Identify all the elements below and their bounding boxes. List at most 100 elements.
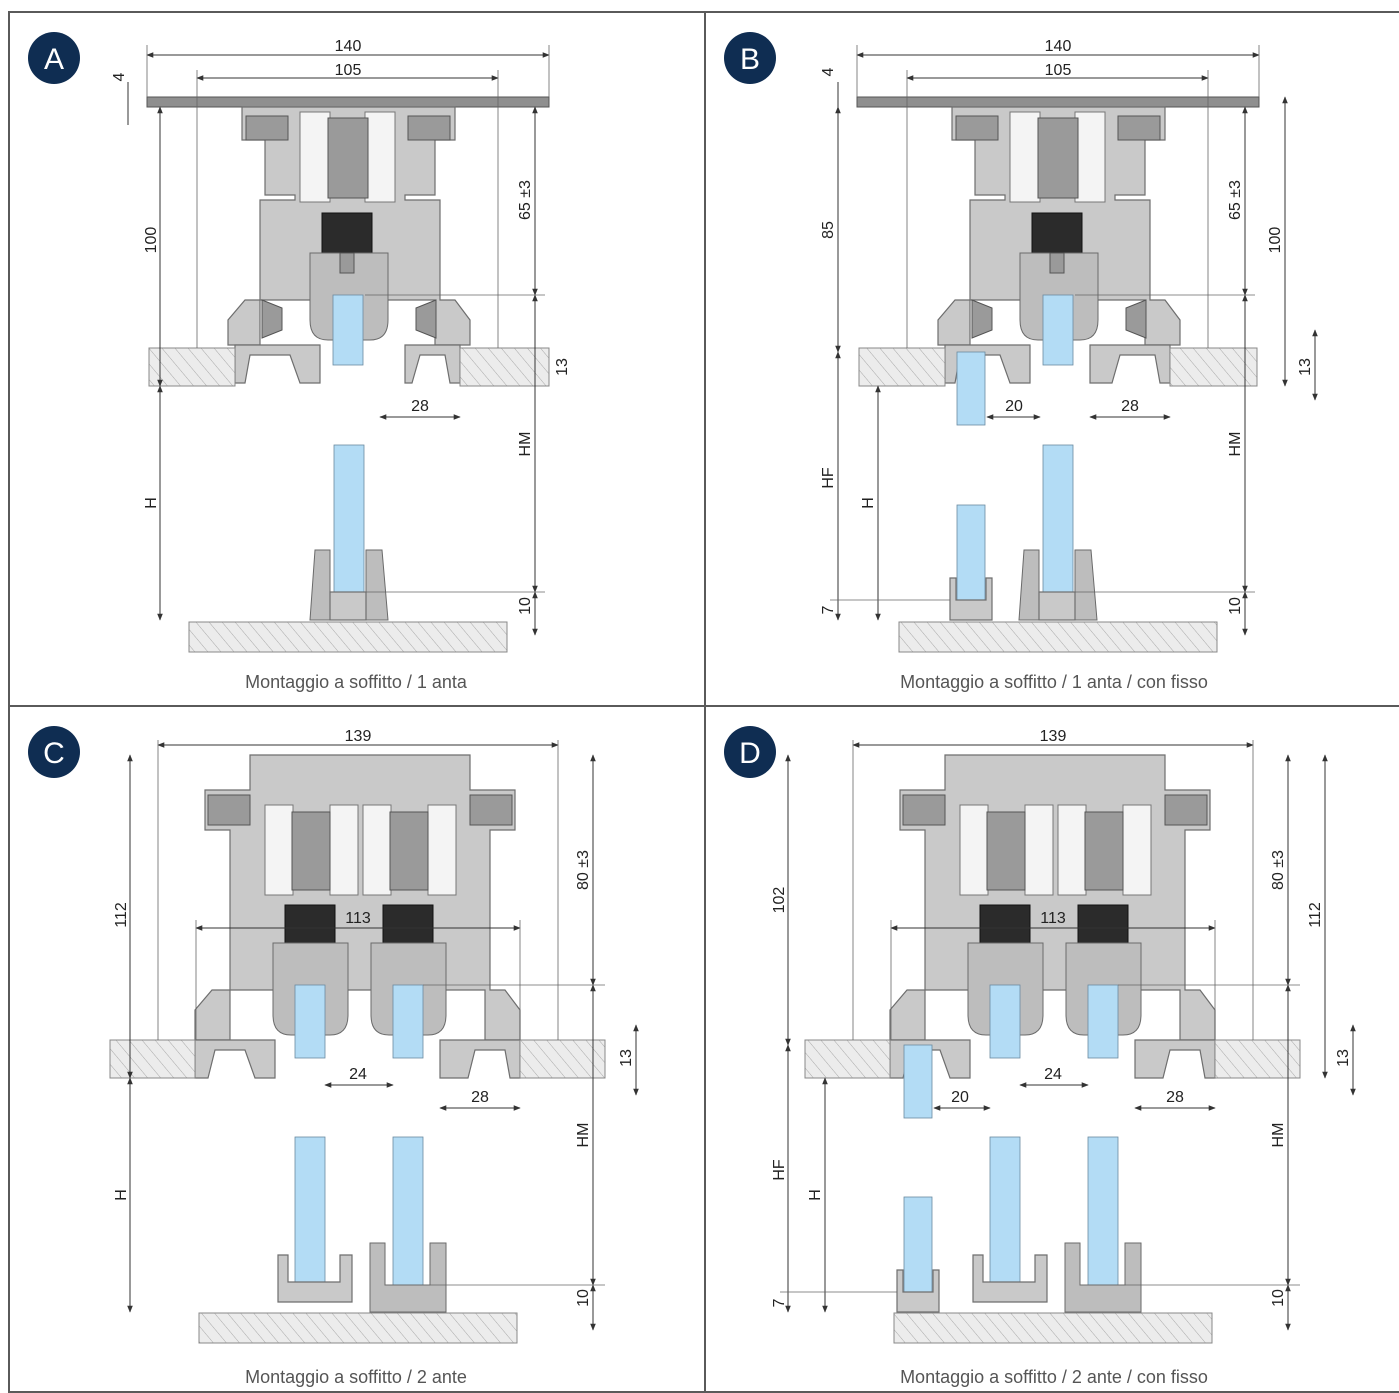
door-glass	[1042, 444, 1074, 596]
badge-c: C	[28, 726, 80, 778]
panel-b: B	[724, 32, 1318, 692]
dim-hf: HF	[820, 467, 837, 489]
caption-d: Montaggio a soffitto / 2 ante / con fiss…	[900, 1367, 1208, 1387]
rail-profile	[227, 106, 471, 384]
badge-b: B	[724, 32, 776, 84]
panel-d: D	[724, 726, 1356, 1387]
dim-plate: 4	[820, 67, 837, 76]
dim-bottom: 10	[1227, 597, 1244, 615]
floor	[893, 1312, 1213, 1344]
rail-profile	[937, 106, 1181, 384]
dim-hm: HM	[1227, 432, 1244, 457]
dim-ceiling: 13	[1297, 358, 1314, 376]
dim-gap-fixed: 20	[1005, 398, 1023, 415]
badge-d: D	[724, 726, 776, 778]
dimensions-a	[127, 45, 550, 636]
dim-hm: HM	[575, 1123, 592, 1148]
ceiling-right	[459, 347, 550, 387]
ceiling-left	[858, 347, 946, 387]
fixed-glass	[956, 504, 986, 601]
ceiling-right	[1214, 1039, 1301, 1079]
mounting-plate	[856, 96, 1260, 108]
caption-a: Montaggio a soffitto / 1 anta	[245, 672, 468, 692]
rail-profile	[194, 754, 521, 1079]
dim-height-left: 102	[771, 887, 788, 914]
dim-height-right: 65 ±3	[517, 180, 534, 220]
dim-h: H	[807, 1189, 824, 1201]
floor	[198, 1312, 518, 1344]
dim-height-right: 65 ±3	[1227, 180, 1244, 220]
dim-width-inner: 105	[1045, 62, 1072, 79]
badge-a: A	[28, 32, 80, 84]
door-glass-2	[392, 1136, 424, 1286]
panel-a: A	[28, 32, 571, 692]
badge-label: A	[44, 43, 64, 76]
door-glass-1	[294, 1136, 326, 1286]
fixed-floor-profile	[896, 1269, 940, 1313]
floor-guide-base	[329, 591, 367, 621]
dim-height-far: 112	[1307, 902, 1324, 928]
ceiling-right	[1169, 347, 1258, 387]
dim-height-left: 85	[820, 221, 837, 239]
dim-width-outer: 140	[1045, 38, 1072, 55]
caption-b: Montaggio a soffitto / 1 anta / con fiss…	[900, 672, 1208, 692]
dim-gap-mid: 24	[349, 1066, 367, 1083]
badge-circle	[724, 32, 776, 84]
dimensions-c	[127, 740, 639, 1331]
fixed-glass	[903, 1196, 933, 1293]
dim-h: H	[860, 497, 877, 509]
dim-height-far: 100	[1267, 227, 1284, 254]
dim-ceiling: 13	[618, 1049, 635, 1067]
dim-gap-fixed: 20	[951, 1089, 969, 1106]
badge-label: B	[740, 43, 760, 76]
dim-fixed-bottom: 7	[820, 605, 837, 614]
dim-fixed-bottom: 7	[771, 1298, 788, 1307]
caption-c: Montaggio a soffitto / 2 ante	[245, 1367, 467, 1387]
badge-label: C	[43, 737, 65, 770]
ceiling-left	[148, 347, 236, 387]
dim-hm: HM	[517, 432, 534, 457]
dim-width-outer: 139	[345, 728, 372, 745]
rail-profile	[889, 754, 1216, 1079]
floor	[898, 621, 1218, 653]
dim-height-right: 80 ±3	[575, 850, 592, 890]
dim-ceiling: 13	[554, 358, 571, 376]
dimensions-d	[780, 740, 1356, 1331]
dim-width-outer: 140	[335, 38, 362, 55]
floor-profile-1	[277, 1254, 353, 1303]
dim-gap: 28	[1166, 1089, 1184, 1106]
dim-bottom: 10	[517, 597, 534, 615]
dim-ceiling: 13	[1335, 1049, 1352, 1067]
dim-gap-mid: 24	[1044, 1066, 1062, 1083]
badge-circle	[28, 726, 80, 778]
dim-width-inner: 113	[345, 910, 371, 927]
dim-plate: 4	[111, 72, 128, 81]
door-glass	[333, 444, 365, 596]
door-glass-2	[1087, 1136, 1119, 1286]
fixed-glass-top	[956, 351, 986, 426]
ceiling-left	[109, 1039, 196, 1079]
mounting-plate	[146, 96, 550, 108]
panel-c: C	[28, 726, 639, 1387]
dim-bottom: 10	[1270, 1289, 1287, 1307]
ceiling-left	[804, 1039, 891, 1079]
dim-bottom: 10	[575, 1289, 592, 1307]
dim-h: H	[143, 497, 160, 509]
panel-grid	[8, 11, 1399, 1393]
dim-hm: HM	[1270, 1123, 1287, 1148]
dim-height-left: 112	[113, 902, 130, 928]
dimensions-b	[830, 45, 1318, 636]
dim-gap: 28	[471, 1089, 489, 1106]
floor-profile-1	[972, 1254, 1048, 1303]
floor	[188, 621, 508, 653]
fixed-glass-top	[903, 1044, 933, 1119]
dim-gap: 28	[1121, 398, 1139, 415]
badge-circle	[28, 32, 80, 84]
ceiling-right	[519, 1039, 606, 1079]
badge-label: D	[739, 737, 761, 770]
floor-guide-base	[1038, 591, 1076, 621]
fixed-floor-profile	[949, 577, 993, 621]
dim-h: H	[113, 1189, 130, 1201]
dim-height-right: 80 ±3	[1270, 850, 1287, 890]
